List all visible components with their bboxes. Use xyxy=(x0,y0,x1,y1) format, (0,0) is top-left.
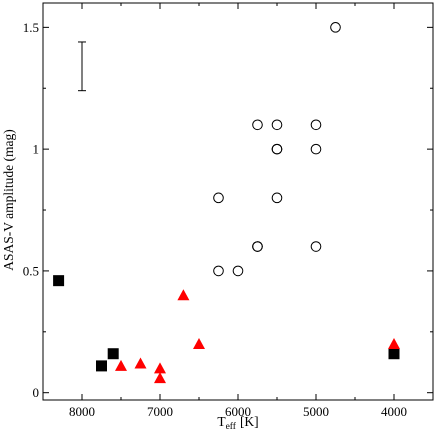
open-circle-point xyxy=(232,265,244,277)
filled-square-point xyxy=(96,360,107,372)
red-triangle-point xyxy=(115,359,127,371)
data-markers xyxy=(53,22,400,384)
open-circle-point xyxy=(271,119,283,131)
open-circle-point xyxy=(310,119,322,131)
open-circle-point xyxy=(213,265,224,277)
open-circle-point xyxy=(330,22,341,33)
red-triangle-point xyxy=(177,289,190,301)
x-axis-label: Teff [K] xyxy=(217,414,258,431)
open-circle-point xyxy=(252,119,263,131)
x-axis-label-main: T xyxy=(217,414,226,429)
x-tick-label: 8000 xyxy=(69,404,95,419)
open-circle-point xyxy=(271,143,283,155)
y-axis-label: ASAS-V amplitude (mag) xyxy=(1,129,16,271)
x-tick-label: 5000 xyxy=(303,404,329,419)
red-triangle-point xyxy=(134,357,147,369)
y-tick-label: 0 xyxy=(33,385,40,400)
filled-square-point xyxy=(53,275,65,287)
y-tick-label: 1 xyxy=(33,142,40,157)
axis-ticks: 8000 7000 6000 5000 4000 0 0.5 1 1.5 xyxy=(23,3,434,419)
red-triangle-point xyxy=(193,337,205,349)
open-circle-point xyxy=(310,241,322,252)
y-tick-label: 0.5 xyxy=(23,263,39,278)
x-tick-label: 6000 xyxy=(225,404,251,419)
red-triangle-point xyxy=(388,337,400,349)
open-circle-point xyxy=(271,192,283,204)
red-triangle-point xyxy=(154,362,166,374)
plot-frame xyxy=(42,2,434,401)
filled-square-point xyxy=(107,348,119,360)
x-tick-label: 4000 xyxy=(381,404,407,419)
red-triangle-point xyxy=(154,372,166,384)
open-circle-point xyxy=(252,241,263,252)
x-tick-label: 7000 xyxy=(147,404,173,419)
filled-square-point xyxy=(388,348,400,360)
open-circle-point xyxy=(310,143,322,155)
x-axis-label-unit: [K] xyxy=(240,414,259,429)
x-axis-label-subscript: eff xyxy=(226,421,237,431)
error-bar xyxy=(78,41,86,92)
open-circle-point xyxy=(213,192,224,204)
y-tick-label: 1.5 xyxy=(23,20,39,35)
